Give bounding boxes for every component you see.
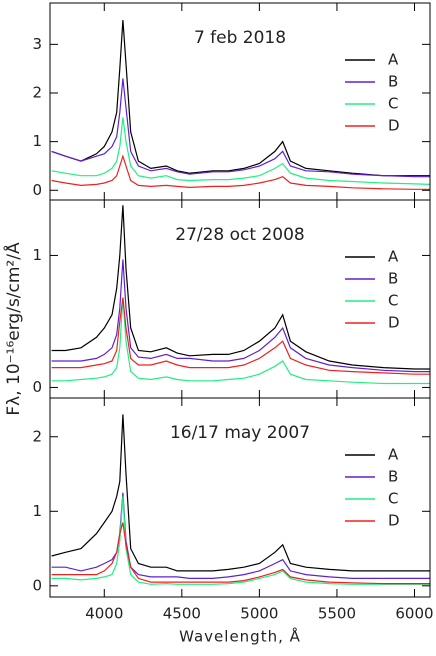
plot-frame (49, 397, 431, 598)
y-tick-label: 2 (32, 83, 42, 101)
spectrum-line (51, 414, 430, 572)
spectrum-line (51, 496, 430, 585)
x-tick-label: 5000 (240, 605, 278, 623)
legend-label: D (388, 314, 400, 332)
y-tick-label: 3 (32, 35, 42, 53)
spectrum-line (51, 522, 430, 585)
legend-label: B (388, 468, 398, 486)
spectrum-line (51, 205, 430, 370)
y-tick-label: 2 (32, 427, 42, 445)
x-tick-label: 5500 (318, 605, 356, 623)
x-tick-label: 4500 (163, 605, 201, 623)
spectrum-line (51, 154, 430, 190)
spectrum-line (51, 297, 430, 385)
panel-title: 16/17 may 2007 (170, 423, 310, 443)
panel-title: 7 feb 2018 (194, 28, 286, 48)
y-tick-label: 1 (32, 246, 42, 264)
y-tick-label: 1 (32, 132, 42, 150)
legend-label: A (388, 446, 399, 464)
y-tick-label: 0 (32, 576, 42, 594)
legend-label: D (388, 512, 400, 530)
x-tick-label: 6000 (395, 605, 433, 623)
x-axis-label: Wavelength, Å (179, 627, 301, 646)
legend-label: A (388, 248, 399, 266)
y-tick-label: 0 (32, 378, 42, 396)
legend-label: C (388, 292, 398, 310)
spectrum-line (51, 259, 430, 373)
spectrum-line (51, 297, 430, 375)
legend-label: C (388, 490, 398, 508)
spectrum-line (51, 117, 430, 185)
legend-label: A (388, 51, 399, 69)
spectrum-line (51, 492, 430, 579)
y-tick-label: 1 (32, 502, 42, 520)
legend-label: C (388, 95, 398, 113)
x-tick-label: 4000 (85, 605, 123, 623)
y-axis-label: Fλ, 10⁻¹⁶erg/s/cm²/Å (2, 242, 24, 416)
legend-label: B (388, 270, 398, 288)
spectrum-line (51, 78, 430, 178)
y-tick-label: 0 (32, 181, 42, 199)
legend-label: D (388, 117, 400, 135)
panel-title: 27/28 oct 2008 (175, 225, 304, 245)
legend-label: B (388, 73, 398, 91)
spectrum-line (51, 19, 430, 177)
